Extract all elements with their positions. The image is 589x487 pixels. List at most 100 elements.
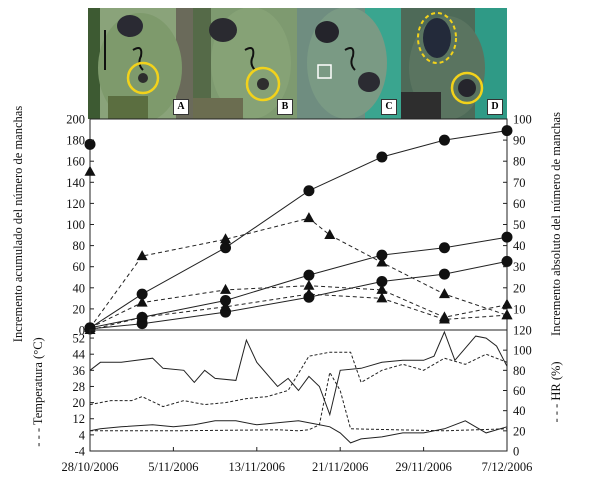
spots-series-6-point-0 — [84, 324, 96, 334]
spots-series-2-point-4 — [376, 275, 388, 287]
spots-series-7-point-0 — [84, 165, 96, 176]
weather-series-2-line — [89, 351, 508, 408]
spots-series-0-line — [89, 130, 508, 329]
spots-right-tick-label-3: 30 — [513, 260, 526, 274]
spots-right-tick-label-4: 40 — [513, 239, 526, 253]
spots-left-tick-label-0: 0 — [79, 324, 85, 338]
spots-chart-ylabel-line-1: Incremento acumulado del número de manch… — [11, 106, 25, 343]
photo-d-dashed-ellipse — [417, 12, 457, 64]
weather-right-tick-label-6: 120 — [513, 324, 532, 338]
spots-right-tick-label-7: 70 — [513, 176, 526, 190]
weather-series-3-line — [90, 370, 508, 432]
weather-chart-y2label: - - - HR (%) — [549, 361, 563, 422]
spots-series-0-point-3 — [303, 185, 315, 197]
spots-series-4-point-4 — [324, 229, 336, 240]
spots-series-6-point-5 — [438, 313, 450, 324]
weather-chart-ylabel: - - - Temperatura (°C) — [31, 337, 45, 446]
weather-left-tick-label-7: 52 — [73, 332, 86, 346]
spots-series-4-line — [89, 217, 508, 329]
weather-chart-ylabel-text: Temperatura (°C) — [31, 337, 45, 425]
spots-chart-frame — [89, 118, 508, 331]
spots-left-tick-label-10: 200 — [66, 113, 85, 127]
spots-right-tick-label-2: 20 — [513, 281, 526, 295]
spots-series-6-point-1 — [136, 311, 148, 322]
spots-left-tick-label-2: 40 — [73, 281, 86, 295]
spots-left-tick-label-1: 20 — [73, 302, 86, 316]
spots-series-0-point-2 — [220, 242, 232, 254]
weather-left-tick-label-3: 20 — [73, 396, 86, 410]
spots-series-1-point-2 — [220, 294, 232, 306]
spots-right-tick-label-6: 60 — [513, 197, 526, 211]
spots-series-0-point-1 — [136, 288, 148, 300]
weather-chart-y2label-text: HR (%) — [549, 361, 563, 400]
spots-right-tick-label-10: 100 — [513, 113, 532, 127]
weather-left-tick-label-1: 4 — [79, 428, 86, 442]
spots-series-6-point-2 — [220, 300, 232, 311]
spots-series-0-point-6 — [501, 125, 513, 137]
spots-left-tick-label-3: 60 — [73, 260, 86, 274]
spots-right-tick-label-9: 90 — [513, 134, 526, 148]
spots-left-tick-label-6: 120 — [66, 197, 85, 211]
photo-panel-b: B — [193, 8, 297, 119]
spots-chart-y2label: Incremento absoluto del número de mancha… — [549, 112, 563, 336]
weather-x-tick-label-0: 28/10/2006 — [62, 460, 119, 474]
spots-series-4-point-3 — [303, 212, 315, 223]
spots-series-5-point-3 — [303, 279, 315, 290]
photo-a-image — [88, 8, 193, 119]
weather-left-tick-label-6: 44 — [73, 348, 86, 362]
spots-series-0-point-5 — [438, 134, 450, 146]
weather-left-tick-label-2: 12 — [73, 412, 86, 426]
spots-series-4-point-5 — [376, 256, 388, 267]
weather-right-tick-label-3: 60 — [513, 384, 526, 398]
spots-left-tick-label-5: 100 — [66, 218, 85, 232]
spots-series-4-point-6 — [438, 288, 450, 299]
spots-series-1-point-5 — [438, 242, 450, 254]
photo-a-highlight-circle — [126, 61, 160, 95]
spots-left-tick-label-4: 80 — [73, 239, 86, 253]
weather-right-tick-label-0: 0 — [513, 445, 519, 459]
weather-left-tick-label-5: 36 — [73, 364, 86, 378]
spots-series-5-point-1 — [136, 296, 148, 307]
photo-panel-d: D — [401, 8, 507, 119]
photo-b-label: B — [277, 99, 293, 115]
spots-right-tick-label-8: 80 — [513, 155, 526, 169]
photo-c-label: C — [381, 99, 397, 115]
weather-chart: -4 4 12 20 28 36 44 52 0 20 40 60 80 100 120 28/10/20… — [31, 324, 563, 475]
spots-series-6-point-4 — [376, 292, 388, 303]
weather-left-tick-label-4: 28 — [73, 380, 86, 394]
weather-x-tick-label-2: 13/11/2006 — [229, 460, 285, 474]
spots-series-5-point-6 — [501, 298, 513, 309]
spots-series-1-point-3 — [303, 269, 315, 281]
photo-panel-a: A — [88, 8, 193, 119]
photo-a-label: A — [173, 99, 189, 115]
weather-left-tick-label-0: -4 — [75, 445, 86, 459]
spots-right-tick-label-1: 10 — [513, 302, 526, 316]
spots-series-2-point-5 — [438, 268, 450, 280]
weather-series-0-line — [89, 330, 508, 417]
spots-series-6-point-3 — [303, 288, 315, 299]
spots-chart: 0 20 40 60 80 100 120 140 160 180 200 10 20 30 40 50 60… — [11, 106, 563, 343]
weather-x-tick-label-3: 21/11/2006 — [312, 460, 368, 474]
weather-right-tick-label-5: 100 — [513, 344, 532, 358]
weather-series-1-line — [89, 420, 508, 444]
spots-right-tick-label-5: 50 — [513, 218, 526, 232]
photo-b-highlight-circle — [245, 66, 281, 102]
photo-d-label: D — [487, 99, 503, 115]
spots-left-tick-label-8: 160 — [66, 155, 85, 169]
spots-left-tick-label-7: 140 — [66, 176, 85, 190]
spots-series-4-point-1 — [136, 250, 148, 261]
spots-series-4-point-2 — [220, 233, 232, 244]
weather-x-tick-label-1: 5/11/2006 — [148, 460, 198, 474]
spots-series-1-point-4 — [376, 249, 388, 261]
photo-d-highlight-circle — [450, 71, 484, 105]
spots-series-3-point-0 — [84, 138, 96, 150]
spots-series-2-point-6 — [501, 255, 513, 267]
spots-series-5-point-4 — [376, 283, 388, 294]
spots-series-6-point-6 — [501, 309, 513, 320]
weather-right-tick-label-2: 40 — [513, 404, 526, 418]
photo-panel-c: C — [297, 8, 401, 119]
spots-left-tick-label-9: 180 — [66, 134, 85, 148]
weather-x-tick-label-4: 29/11/2006 — [395, 460, 451, 474]
spots-series-0-point-4 — [376, 151, 388, 163]
weather-chart-ylabel-dash: - - - — [31, 425, 45, 447]
